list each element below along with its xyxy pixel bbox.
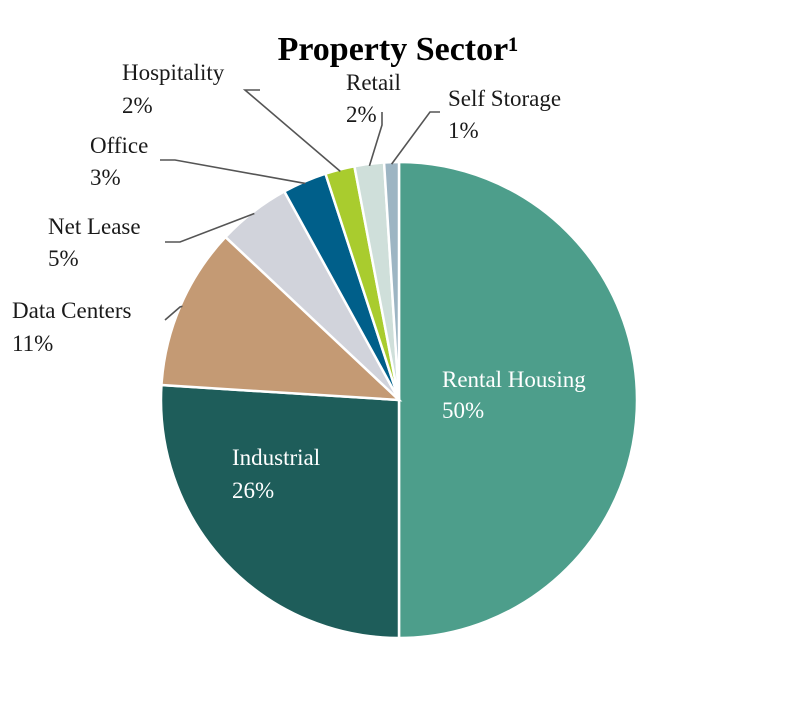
pie-slice-industrial xyxy=(159,383,401,640)
slice-value-hospitality: 2% xyxy=(122,93,153,118)
slice-label-rental-housing: Rental Housing xyxy=(442,367,586,392)
slice-value-self-storage: 1% xyxy=(448,118,479,143)
pie-slice-data-centers xyxy=(160,235,403,402)
slice-label-data-centers: Data Centers xyxy=(12,298,131,323)
slice-labels: Rental Housing 50% Industrial 26% Data Cente… xyxy=(12,60,586,503)
leader-line-hospitality xyxy=(242,89,341,173)
leader-line-data-centers xyxy=(164,305,183,321)
slice-value-rental-housing: 50% xyxy=(442,398,484,423)
slice-value-data-centers: 11% xyxy=(12,331,53,356)
slice-value-retail: 2% xyxy=(346,102,377,127)
slice-label-hospitality: Hospitality xyxy=(122,60,225,85)
slice-value-industrial: 26% xyxy=(232,478,274,503)
slice-label-self-storage: Self Storage xyxy=(448,86,561,111)
leader-line-self-storage xyxy=(390,111,440,165)
slice-label-office: Office xyxy=(90,133,148,158)
pie-slice-rental-housing xyxy=(397,160,639,640)
slice-value-office: 3% xyxy=(90,165,121,190)
leader-line-retail xyxy=(368,112,383,167)
leader-line-net-lease xyxy=(165,212,255,243)
slice-label-industrial: Industrial xyxy=(232,445,320,470)
pie-slice-self-storage xyxy=(382,160,401,401)
leader-line-office xyxy=(160,159,306,185)
slice-label-retail: Retail xyxy=(346,70,401,95)
leader-lines xyxy=(160,89,440,321)
pie-slices xyxy=(159,160,639,640)
slice-label-net-lease: Net Lease xyxy=(48,214,141,239)
slice-value-net-lease: 5% xyxy=(48,246,79,271)
chart-title: Property Sector¹ xyxy=(278,31,519,68)
